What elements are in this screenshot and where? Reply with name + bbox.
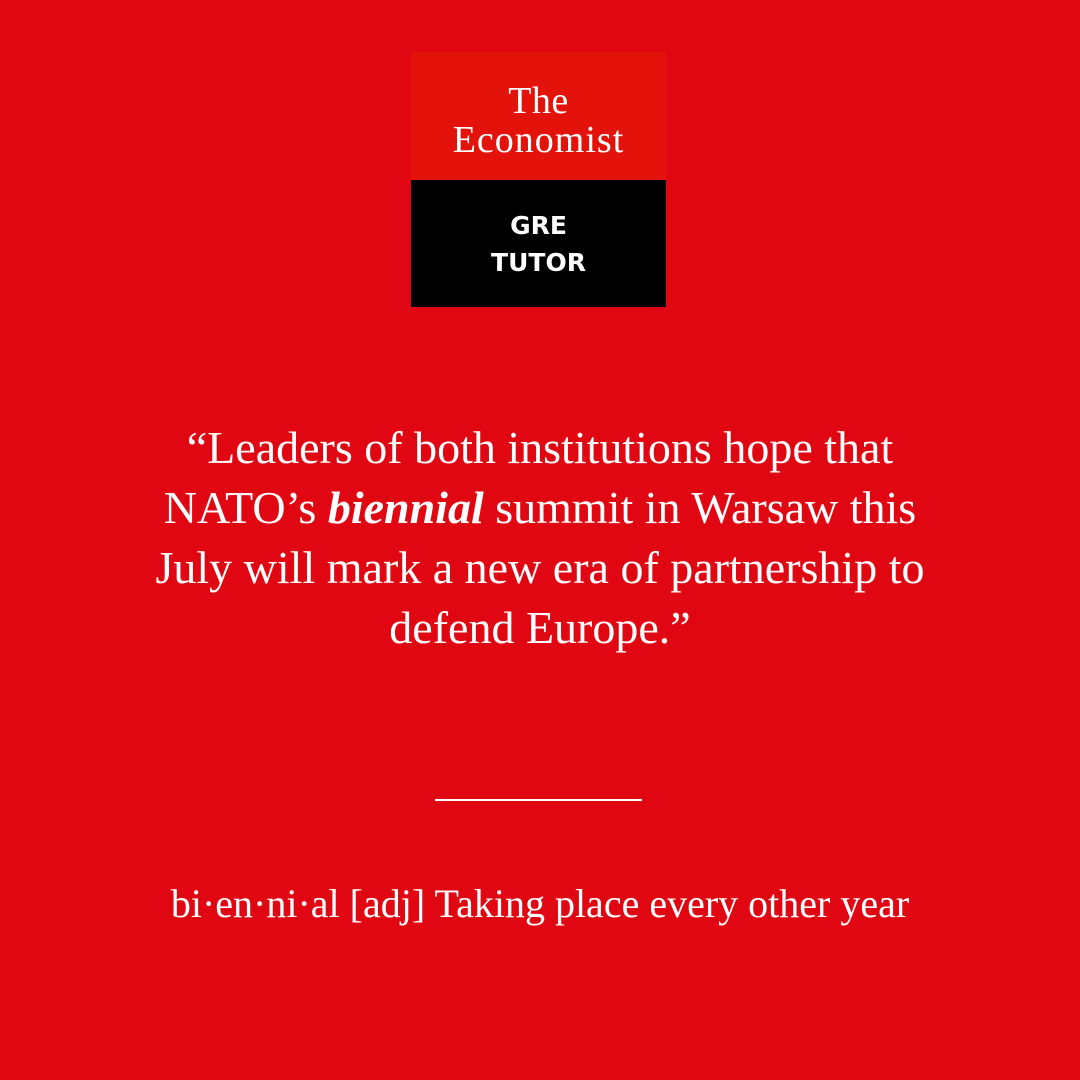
definition-meaning: Taking place every other year (434, 881, 910, 926)
economist-gre-tutor-logo: The Economist GRE TUTOR (411, 52, 666, 307)
logo-product-block: GRE TUTOR (411, 180, 666, 307)
word-definition: bi·en·ni·al [adj] Taking place every oth… (60, 876, 1020, 932)
definition-word: bi·en·ni·al (170, 881, 340, 926)
logo-masthead: The Economist (411, 52, 666, 180)
quote-keyword: biennial (327, 482, 484, 533)
example-quote: “Leaders of both institutions hope that … (140, 418, 940, 658)
definition-part-of-speech: [adj] (349, 881, 426, 926)
logo-economist: Economist (452, 119, 625, 161)
quote-before: “Leaders of both institutions hope that … (163, 422, 894, 533)
divider-line (435, 799, 642, 801)
logo-the: The (508, 80, 569, 122)
logo-tutor: TUTOR (491, 247, 586, 277)
quote-after: summit in Warsaw this July will mark a n… (155, 482, 925, 653)
logo-gre: GRE (510, 210, 567, 240)
